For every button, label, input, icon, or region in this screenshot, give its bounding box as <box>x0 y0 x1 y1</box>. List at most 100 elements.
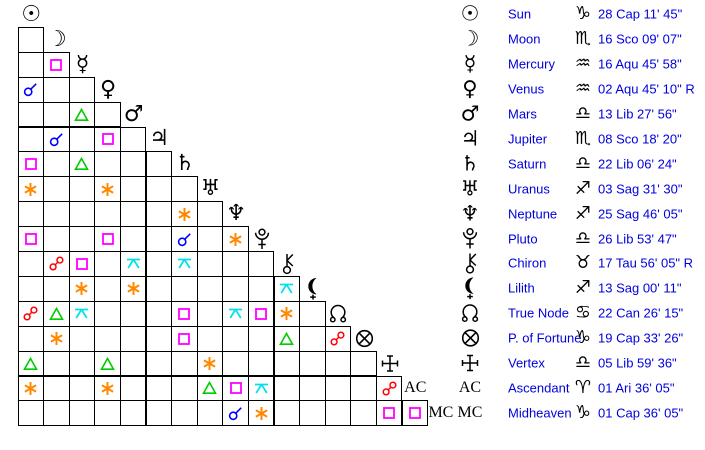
aspect-cell-uranus-midheaven <box>196 400 224 427</box>
quincunx-aspect-icon <box>279 283 294 294</box>
moon-glyph: ☽ <box>47 26 67 52</box>
pluto-glyph <box>460 227 480 250</box>
sextile-aspect-icon <box>100 381 115 396</box>
legend-row-sun: ☉ Sun ♑ 28 Cap 11' 45" <box>448 2 705 27</box>
aspect-cell-pluto-lilith <box>247 275 275 302</box>
aspect-cell-neptune-pluto <box>222 226 249 252</box>
aspect-cell-sun-ascendant <box>17 375 45 402</box>
aspect-cell-lilith-p-of-fortune <box>299 325 326 352</box>
mercury-glyph: ☿ <box>75 51 90 77</box>
quincunx-aspect-icon <box>254 383 269 394</box>
aspect-cell-venus-neptune <box>94 201 121 228</box>
aspect-cell-mars-true-node <box>119 300 147 327</box>
vertex-glyph <box>461 354 479 373</box>
aspect-cell-saturn-vertex <box>171 350 198 377</box>
aquarius-sign-glyph: ♒ <box>574 78 592 100</box>
aspect-cell-jupiter-uranus <box>145 176 173 203</box>
aspect-cell-moon-venus <box>43 76 70 103</box>
pluto-glyph <box>252 228 272 251</box>
aspect-cell-jupiter-p-of-fortune <box>145 325 173 352</box>
chiron-glyph <box>279 252 296 275</box>
taurus-sign-glyph: ♉ <box>574 252 592 274</box>
aspect-cell-mercury-mars <box>68 101 96 128</box>
trine-aspect-icon <box>202 381 218 395</box>
aspect-cell-saturn-lilith <box>171 275 198 302</box>
aspect-cell-mars-p-of-fortune <box>119 325 147 352</box>
aspect-cell-mars-lilith <box>119 275 147 302</box>
cancer-sign-glyph: ♋ <box>574 302 592 324</box>
square-aspect-icon <box>49 58 63 72</box>
sextile-aspect-icon <box>23 182 38 197</box>
aspect-cell-moon-chiron <box>43 251 70 277</box>
aspect-cell-vertex-midheaven <box>375 400 403 427</box>
neptune-glyph: ♆ <box>460 201 480 226</box>
vertex-glyph <box>381 354 399 373</box>
square-aspect-icon <box>382 406 396 420</box>
sextile-aspect-icon <box>23 381 38 396</box>
legend-row-jupiter: ♃ Jupiter ♏ 08 Sco 18' 20" <box>448 127 705 152</box>
square-aspect-icon <box>229 381 243 395</box>
aspect-cell-saturn-pluto <box>171 226 198 252</box>
aspect-cell-sun-lilith <box>17 275 45 302</box>
legend-row-saturn: ♄ Saturn ♎ 22 Lib 06' 24" <box>448 151 705 176</box>
aspect-cell-p-of-fortune-vertex <box>350 350 377 377</box>
libra-sign-glyph: ♎ <box>574 152 592 174</box>
aspect-cell-sun-saturn <box>17 151 45 178</box>
diagonal-vertex <box>376 351 404 377</box>
aspect-cell-venus-lilith <box>94 275 121 302</box>
aspect-cell-vertex-ascendant <box>375 375 403 402</box>
conjunction-aspect-icon <box>177 232 192 247</box>
aspect-cell-moon-mercury <box>43 51 70 78</box>
planet-name: Mars <box>508 106 537 122</box>
capricorn-sign-glyph: ♑ <box>574 3 592 25</box>
aspect-cell-saturn-midheaven <box>171 400 198 427</box>
venus-glyph: ♀ <box>100 76 117 102</box>
planet-name: Pluto <box>508 231 538 247</box>
aspect-cell-sun-chiron <box>17 251 45 277</box>
planet-position: 13 Lib 27' 56" <box>598 106 677 122</box>
aspect-cell-chiron-lilith <box>273 275 301 302</box>
diagonal-venus: ♀ <box>94 77 122 103</box>
aspect-cell-true-node-vertex <box>324 350 352 377</box>
sagittarius-sign-glyph: ♐ <box>574 177 592 199</box>
aspect-cell-uranus-lilith <box>196 275 224 302</box>
sextile-aspect-icon <box>202 356 217 371</box>
diagonal-lilith <box>299 276 327 302</box>
aspect-cell-mercury-vertex <box>68 350 96 377</box>
aspect-cell-jupiter-midheaven <box>145 400 173 427</box>
fortune-glyph <box>355 329 374 348</box>
aspect-cell-mercury-venus <box>68 76 96 103</box>
aspect-cell-sun-mars <box>17 101 45 128</box>
aspect-cell-uranus-chiron <box>196 251 224 277</box>
legend-row-moon: ☽ Moon ♏ 16 Sco 09' 07" <box>448 27 705 52</box>
planet-position: 28 Cap 11' 45" <box>598 6 683 22</box>
diagonal-sun: ☉ <box>18 2 46 28</box>
aspect-cell-jupiter-pluto <box>145 226 173 252</box>
aspect-cell-lilith-true-node <box>299 300 326 327</box>
trine-aspect-icon <box>74 157 90 171</box>
square-aspect-icon <box>177 332 191 346</box>
aspect-cell-sun-pluto <box>17 226 45 252</box>
legend-row-venus: ♀ Venus ♒ 02 Aqu 45' 10" R <box>448 77 705 102</box>
aspect-cell-uranus-true-node <box>196 300 224 327</box>
planet-position: 22 Lib 06' 24" <box>598 156 677 172</box>
planet-position: 22 Can 26' 15" <box>598 305 684 321</box>
aspect-cell-moon-uranus <box>43 176 70 203</box>
square-aspect-icon <box>101 132 115 146</box>
aspect-cell-mars-neptune <box>119 201 147 228</box>
aspect-cell-venus-mars <box>94 101 121 128</box>
aspect-cell-moon-neptune <box>43 201 70 228</box>
opposition-aspect-icon <box>382 381 397 396</box>
true-node-glyph <box>328 303 348 324</box>
planet-name: Sun <box>508 6 532 22</box>
aspect-cell-venus-jupiter <box>94 126 121 153</box>
mc-glyph: MC <box>428 404 454 422</box>
mars-glyph: ♂ <box>460 101 480 126</box>
aspect-cell-mercury-saturn <box>68 151 96 178</box>
aspect-cell-saturn-neptune <box>171 201 198 228</box>
aspect-cell-p-of-fortune-ascendant <box>350 375 377 402</box>
planet-position: 17 Tau 56' 05" R <box>598 255 694 271</box>
square-aspect-icon <box>24 157 38 171</box>
aspect-cell-mars-jupiter <box>119 126 147 153</box>
aspect-cell-saturn-ascendant <box>171 375 198 402</box>
